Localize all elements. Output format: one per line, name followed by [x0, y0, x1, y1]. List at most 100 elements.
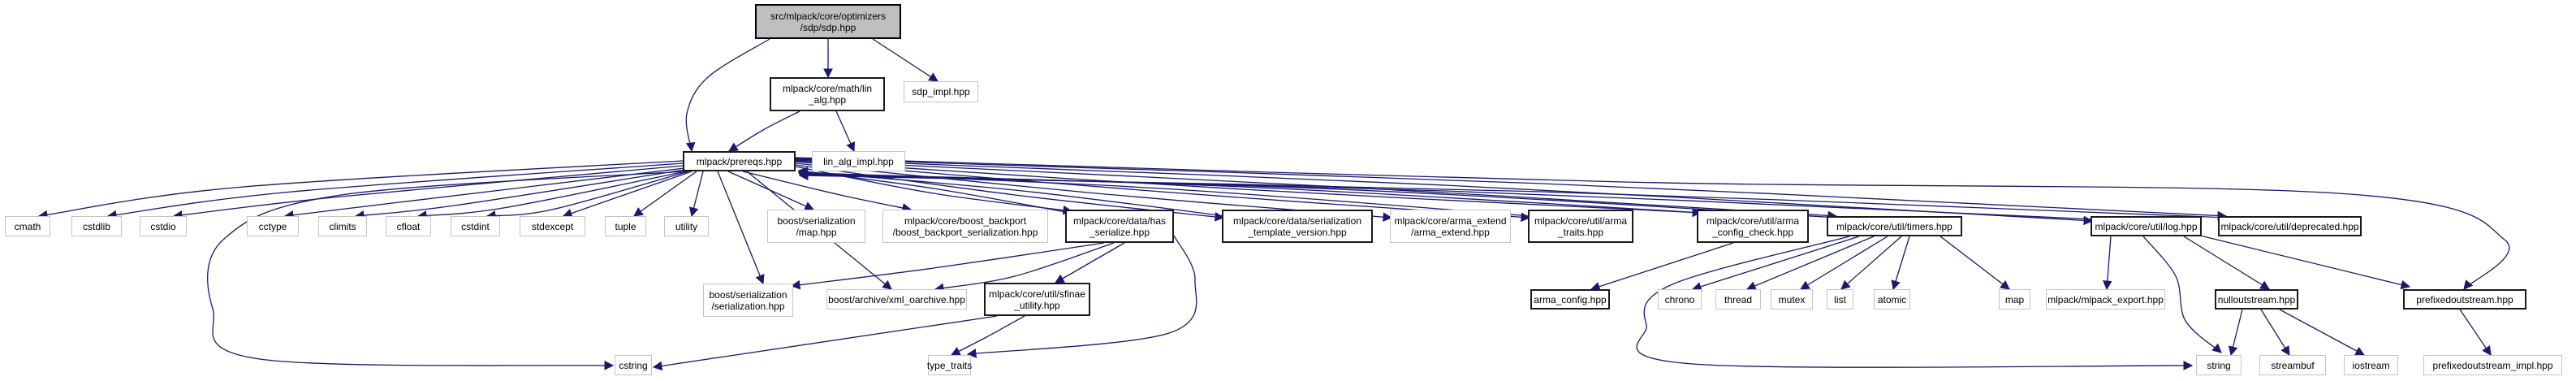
node-cctype[interactable]: cctype [247, 216, 299, 236]
node-lin_alg[interactable]: mlpack/core/math/lin _alg.hpp [770, 77, 885, 111]
edge-prereqs-to-climits [354, 169, 685, 220]
node-label: thread [1724, 293, 1753, 305]
node-label: _alg.hpp [808, 94, 847, 106]
edge-prereqs-to-cstdio [172, 165, 684, 220]
node-label: mlpack/core/arma_extend [1394, 214, 1507, 227]
node-climits[interactable]: climits [318, 216, 367, 236]
node-label: _serialize.hpp [1089, 226, 1150, 238]
node-timers[interactable]: mlpack/core/util/timers.hpp [1827, 216, 1962, 236]
node-arma_config[interactable]: arma_config.hpp [1530, 289, 1610, 310]
edge-timers-to-chrono [1691, 236, 1860, 292]
node-list[interactable]: list [1827, 289, 1853, 310]
edge-timers-to-atomic [1891, 236, 1910, 291]
node-type_traits[interactable]: type_traits [927, 355, 972, 375]
node-thread[interactable]: thread [1715, 289, 1761, 310]
node-string[interactable]: string [2196, 355, 2242, 375]
node-label: boost/archive/xml_oarchive.hpp [828, 293, 965, 305]
node-label: _utility.hpp [1014, 299, 1060, 311]
node-stdexcept[interactable]: stdexcept [520, 216, 585, 236]
node-utility[interactable]: utility [664, 216, 709, 236]
node-tuple[interactable]: tuple [605, 216, 646, 236]
node-nulloutstream[interactable]: nulloutstream.hpp [2215, 289, 2298, 310]
node-label: boost/serialization [777, 214, 856, 227]
node-map[interactable]: map [1999, 289, 2030, 310]
edge-prereqs-to-serialization [717, 171, 765, 285]
edge-has_serialize-to-type_traits [966, 235, 1197, 358]
node-cstring[interactable]: cstring [615, 355, 652, 375]
node-label: list [1834, 293, 1846, 305]
edge-nulloutstream-to-string [2228, 309, 2243, 357]
edge-has_serialize-to-serialization [790, 242, 1105, 290]
edge-prereqs-to-cmath [37, 160, 684, 220]
edge-prereqs-to-backport [742, 171, 913, 213]
node-sdp[interactable]: src/mlpack/core/optimizers/sdp/sdp.hpp [755, 4, 901, 39]
node-arma_traits[interactable]: mlpack/core/util/arma _traits.hpp [1528, 210, 1633, 243]
edge-arma_cfg_check-to-arma_config [1590, 242, 1734, 292]
node-label: _config_check.hpp [1711, 226, 1794, 238]
node-sdp_impl[interactable]: sdp_impl.hpp [904, 81, 978, 102]
node-label: tuple [615, 220, 636, 232]
node-mutex[interactable]: mutex [1771, 289, 1813, 310]
node-backport[interactable]: mlpack/core/boost_backport/boost_backpor… [882, 210, 1048, 243]
node-prereqs[interactable]: mlpack/prereqs.hpp [683, 151, 796, 171]
node-log[interactable]: mlpack/core/util/log.hpp [2091, 216, 2202, 236]
node-label: prefixedoutstream.hpp [2416, 293, 2513, 305]
node-label: mlpack/core/math/lin [782, 83, 873, 94]
node-xml_oarchive[interactable]: boost/archive/xml_oarchive.hpp [826, 289, 967, 310]
node-label: mlpack/mlpack_export.hpp [2047, 293, 2164, 305]
node-label: mlpack/core/util/arma [1534, 214, 1628, 227]
node-label: _traits.hpp [1557, 226, 1604, 238]
edge-log-to-mlpack_export [2102, 236, 2112, 291]
edge-sdp-to-sdp_impl [872, 38, 938, 82]
node-cmath[interactable]: cmath [5, 216, 50, 236]
node-label: map [2004, 293, 2025, 305]
node-lin_alg_impl[interactable]: lin_alg_impl.hpp [812, 151, 905, 171]
node-label: /map.hpp [796, 226, 837, 238]
node-cstdio[interactable]: cstdio [140, 216, 187, 236]
node-cstdlib[interactable]: cstdlib [71, 216, 122, 236]
node-label: /arma_extend.hpp [1411, 226, 1490, 238]
edge-prereqs-to-cstdint [485, 171, 689, 220]
node-arma_cfg_check[interactable]: mlpack/core/util/arma _config_check.hpp [1697, 210, 1809, 243]
node-ser_tmpl[interactable]: mlpack/core/data/serialization _template_… [1222, 210, 1373, 243]
node-label: boost/serialization [709, 288, 787, 301]
node-label: prefixedoutstream_impl.hpp [2432, 359, 2553, 371]
node-arma_extend[interactable]: mlpack/core/arma_extend/arma_extend.hpp [1390, 210, 1511, 243]
edge-lin_alg-to-lin_alg_impl [835, 110, 856, 153]
edge-deprecated-to-prereqs [798, 171, 2229, 219]
node-atomic[interactable]: atomic [1874, 289, 1910, 310]
node-mlpack_export[interactable]: mlpack/mlpack_export.hpp [2046, 289, 2165, 310]
node-label: mlpack/core/util/arma [1706, 214, 1800, 227]
node-deprecated[interactable]: mlpack/core/util/deprecated.hpp [2218, 216, 2362, 236]
node-label: sdp_impl.hpp [912, 86, 970, 97]
node-label: lin_alg_impl.hpp [823, 155, 894, 167]
node-chrono[interactable]: chrono [1658, 289, 1702, 310]
edge-prereqs-to-cctype [283, 167, 685, 220]
node-label: string [2207, 359, 2231, 371]
node-label: iostream [2352, 359, 2390, 371]
edge-sfinae-to-cstring [652, 315, 998, 371]
node-label: atomic [1877, 293, 1907, 305]
node-label: cctype [258, 220, 287, 232]
node-streambuf[interactable]: streambuf [2259, 355, 2326, 375]
node-map_hpp[interactable]: boost/serialization/map.hpp [767, 210, 865, 243]
node-label: nulloutstream.hpp [2217, 293, 2296, 305]
node-prefixedout[interactable]: prefixedoutstream.hpp [2403, 289, 2526, 310]
edge-has_serialize-to-xml_oarchive [934, 242, 1115, 293]
edge-prereqs-to-deprecated [795, 158, 2228, 221]
node-label: stdexcept [531, 220, 574, 232]
node-label: cmath [14, 220, 41, 232]
node-label: streambuf [2271, 359, 2315, 371]
node-has_serialize[interactable]: mlpack/core/data/has _serialize.hpp [1065, 210, 1174, 243]
node-cfloat[interactable]: cfloat [386, 216, 431, 236]
node-sfinae[interactable]: mlpack/core/util/sfinae _utility.hpp [984, 283, 1090, 316]
node-cstdint[interactable]: cstdint [451, 216, 500, 236]
edge-lin_alg-to-prereqs [728, 110, 800, 152]
node-pre_impl[interactable]: prefixedoutstream_impl.hpp [2423, 355, 2562, 375]
edge-log-to-nulloutstream [2183, 236, 2270, 290]
node-serialization[interactable]: boost/serialization/serialization.hpp [703, 284, 793, 317]
node-label: chrono [1664, 293, 1695, 305]
node-iostream[interactable]: iostream [2344, 355, 2398, 375]
